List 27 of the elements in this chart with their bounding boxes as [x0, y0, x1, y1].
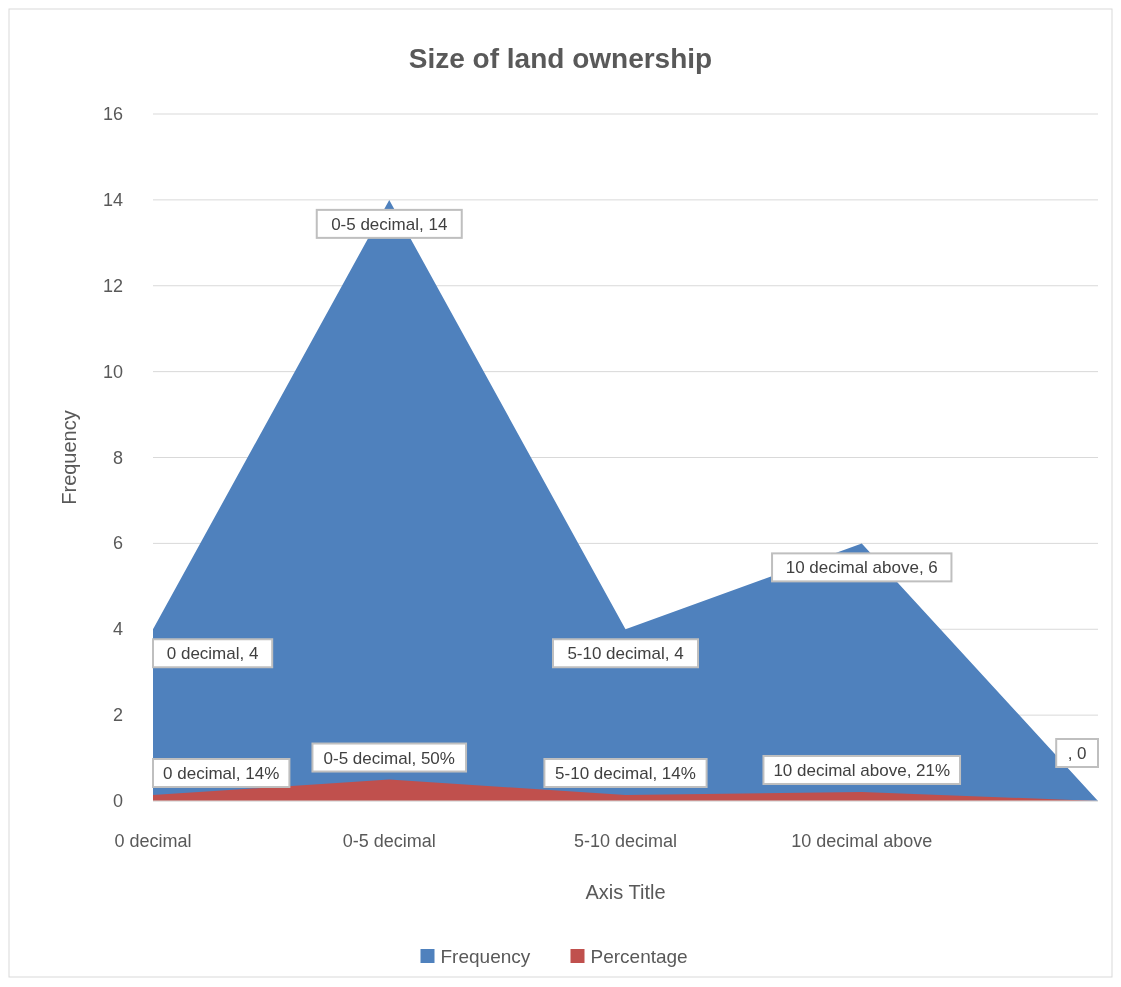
data-label: 0 decimal, 4: [166, 644, 259, 664]
data-label: 10 decimal above, 6: [785, 558, 938, 578]
chart-title: Size of land ownership: [408, 43, 713, 74]
x-tick-label: 0-5 decimal: [342, 831, 436, 851]
data-label: 0 decimal, 14%: [163, 763, 280, 783]
x-axis-title: Axis Title: [585, 881, 666, 903]
data-label: 5-10 decimal, 14%: [555, 763, 696, 783]
legend-label: Percentage: [590, 946, 688, 967]
y-tick-label: 12: [102, 275, 123, 296]
data-label: 5-10 decimal, 4: [567, 644, 684, 664]
x-tick-label: 5-10 decimal: [573, 831, 678, 851]
y-tick-label: 14: [102, 189, 123, 210]
x-tick-label: 0 decimal: [114, 831, 192, 851]
y-tick-label: 16: [102, 104, 123, 124]
y-tick-label: 8: [112, 447, 123, 468]
legend-label: Frequency: [440, 946, 531, 967]
y-tick-label: 0: [112, 791, 123, 811]
data-label: , 0: [1067, 744, 1087, 763]
data-label: 0-5 decimal, 50%: [323, 748, 455, 768]
data-label: 0-5 decimal, 14: [331, 214, 448, 234]
x-tick-label: 10 decimal above: [791, 831, 933, 851]
y-tick-label: 6: [112, 533, 123, 554]
y-tick-label: 2: [112, 705, 123, 726]
y-tick-label: 10: [102, 361, 123, 382]
data-label: 10 decimal above, 21%: [773, 760, 951, 780]
y-tick-label: 4: [112, 619, 123, 640]
y-axis-title: Frequency: [58, 410, 80, 505]
